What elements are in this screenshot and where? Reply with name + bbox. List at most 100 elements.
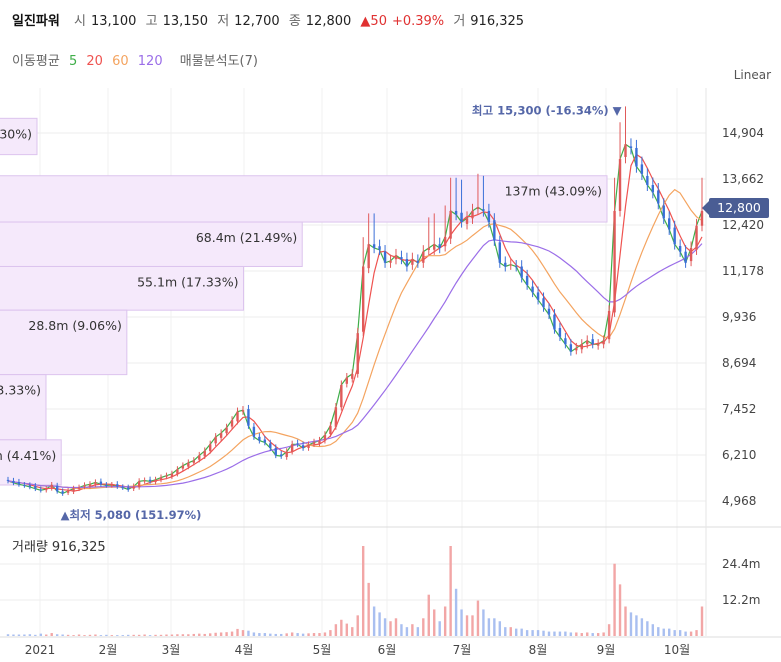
candle-body (176, 469, 179, 474)
candle-body (640, 164, 644, 174)
volume-bar (6, 634, 10, 636)
candle-body (367, 244, 370, 269)
volume-bar (504, 627, 507, 636)
volume-label: 거 (453, 14, 466, 29)
volume-bar (28, 634, 32, 636)
candle-body (449, 210, 452, 239)
volume-bar (629, 612, 633, 636)
candle-body (198, 455, 201, 460)
candle-body (433, 244, 436, 250)
volume-bar (454, 588, 458, 636)
candle-body (345, 377, 349, 384)
y-tick-label: 8,694 (722, 356, 756, 370)
volume-bar (334, 624, 338, 636)
candle-body (651, 185, 655, 193)
candle-body (443, 236, 447, 247)
volume-bar (225, 632, 228, 636)
candle-body (66, 490, 70, 493)
volume-bar (263, 633, 267, 636)
close-value: 12,800 (305, 14, 352, 29)
x-tick-label: 4월 (235, 643, 254, 657)
volume-panel-label: 거래량 916,325 (12, 536, 110, 555)
candle-body (629, 146, 633, 148)
ma-120[interactable]: 120 (137, 54, 163, 69)
volume-bar (460, 609, 463, 636)
volume-bar (547, 631, 551, 636)
candle-body (296, 443, 299, 445)
candle-body (487, 210, 491, 223)
volume-bar (17, 634, 21, 636)
candle-body (411, 259, 414, 265)
ma-label: 이동평균 (12, 54, 60, 69)
candle-body (230, 420, 234, 427)
x-tick-label: 2021 (25, 643, 56, 657)
x-tick-label: 10월 (664, 643, 690, 657)
volume-bar (198, 633, 201, 636)
volume-bar (684, 631, 687, 636)
volume-profile-label: 4.13m (1.30%) (0, 126, 32, 141)
volume-bar (66, 634, 70, 636)
candle-body (269, 443, 272, 448)
candle-body (405, 259, 409, 267)
current-price-badge: 12,800 (702, 198, 769, 218)
volume-bar (378, 612, 381, 636)
candle-body (515, 266, 518, 268)
ma-20[interactable]: 20 (86, 54, 103, 69)
candle-body (564, 338, 567, 345)
candle-body (476, 207, 480, 210)
volume-bar (405, 627, 409, 636)
volume-bar (340, 619, 343, 636)
scale-mode-label[interactable]: Linear (733, 68, 771, 82)
candle-body (105, 485, 108, 487)
volume-bar (127, 634, 130, 636)
volume-bar (558, 631, 562, 636)
volume-bar (422, 618, 425, 636)
volume-profile-bar (0, 117, 38, 156)
volume-bar (143, 634, 146, 636)
candle-body (263, 439, 267, 443)
candle-body (509, 264, 512, 266)
volume-bar (695, 630, 698, 636)
candle-body (427, 247, 430, 250)
candle-body (542, 298, 545, 308)
volume-bar (596, 633, 600, 636)
volume-panel-title: 거래량 (12, 540, 48, 555)
volume-bar (394, 618, 398, 636)
candle-body (389, 260, 392, 263)
volume-bar (50, 633, 53, 636)
candle-body (329, 425, 332, 434)
candle-body (438, 244, 441, 248)
volume-bar (536, 630, 540, 636)
volume-bar (285, 633, 288, 636)
low-value: 12,700 (234, 14, 280, 29)
volume-profile-bar (0, 221, 303, 267)
candle-body (274, 447, 277, 456)
volume-bar (673, 630, 676, 636)
volume-profile-bar (0, 309, 128, 376)
ma-60[interactable]: 60 (112, 54, 129, 69)
volume-bar (258, 633, 261, 636)
candle-body (23, 485, 26, 487)
candle-body (607, 310, 611, 340)
volume-bar (301, 633, 305, 636)
volume-bar (132, 634, 135, 636)
candle-body (39, 489, 42, 491)
volume-profile-toggle[interactable]: 매물분석도(7) (179, 54, 258, 69)
volume-bar (121, 635, 124, 636)
moving-average-legend[interactable]: 이동평균 5 20 60 120 매물분석도(7) (12, 50, 263, 69)
ma-5[interactable]: 5 (68, 54, 78, 69)
volume-bar (651, 624, 655, 636)
volume-bar (252, 632, 256, 636)
candle-body (394, 255, 398, 260)
volume-bar (618, 584, 622, 636)
annotation-layer: 최고 15,300 (-16.34%) ▼ ▲최저 5,080 (151.97%) (61, 103, 622, 522)
candle-body (383, 251, 387, 263)
volume-bar (323, 632, 327, 636)
volume-bar (662, 628, 665, 636)
candle-body (678, 246, 682, 252)
candle-body (88, 484, 92, 487)
volume-profile-label: 55.1m (17.33%) (137, 274, 238, 289)
candle-body (569, 344, 573, 352)
volume-bar (181, 634, 185, 636)
